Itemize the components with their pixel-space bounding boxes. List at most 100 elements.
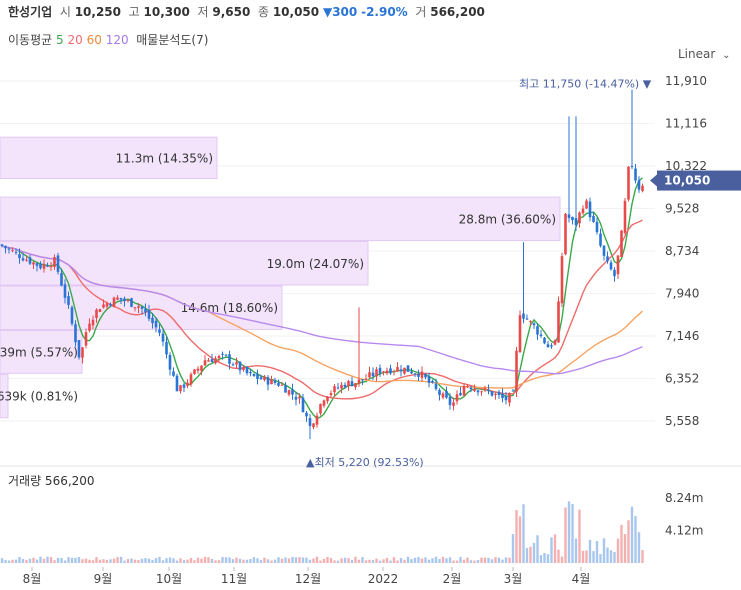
- candle-body: [137, 306, 140, 308]
- volume-bar: [441, 556, 445, 563]
- open-value: 10,250: [74, 5, 121, 19]
- candle-body: [67, 296, 70, 305]
- candle-body: [301, 397, 305, 413]
- candle-body: [396, 367, 399, 372]
- high-label: 고: [128, 5, 140, 19]
- candle-body: [371, 372, 375, 377]
- volume-bar: [606, 547, 609, 563]
- candle-body: [84, 332, 88, 346]
- moving-average-legend[interactable]: 이동평균 5 20 60 120 매물분석도(7): [8, 31, 208, 48]
- volume-bar: [105, 559, 109, 563]
- candle-body: [357, 379, 361, 384]
- candle-body: [634, 168, 637, 181]
- candle-body: [280, 384, 284, 386]
- volume-bar: [270, 560, 273, 563]
- candle-body: [14, 251, 18, 253]
- candle-body: [298, 396, 301, 399]
- volume-bar: [396, 560, 399, 563]
- volume-bar: [501, 559, 504, 563]
- x-tick-label: 8월: [23, 572, 42, 586]
- volume-profile-label[interactable]: 매물분석도(7): [136, 33, 209, 47]
- candle-body: [175, 375, 179, 392]
- volume-bar: [322, 558, 326, 563]
- volume-bar: [532, 542, 536, 563]
- candle-body: [0, 244, 4, 246]
- candle-body: [221, 353, 224, 355]
- candle-body: [627, 166, 630, 200]
- candle-body: [557, 301, 560, 343]
- ma20-label[interactable]: 20: [67, 33, 83, 47]
- volume-bar: [613, 552, 616, 563]
- ma5-label[interactable]: 5: [56, 33, 64, 47]
- candle-body: [497, 391, 501, 395]
- candle-body: [420, 371, 424, 378]
- candle-body: [70, 307, 74, 324]
- volume-bar: [319, 560, 322, 563]
- candle-body: [287, 390, 291, 395]
- volume-bar: [637, 532, 641, 563]
- volume-bar: [473, 560, 476, 563]
- volume-bar: [98, 559, 102, 563]
- candle-body: [291, 389, 294, 395]
- candle-body: [161, 333, 165, 342]
- candle-body: [165, 341, 168, 355]
- candle-body: [620, 230, 623, 257]
- volume-bar: [410, 559, 413, 563]
- candle-body: [441, 393, 445, 398]
- volume-bar: [550, 537, 553, 563]
- volume-bar: [504, 557, 508, 563]
- volume-bar: [630, 506, 634, 563]
- candle-body: [515, 350, 518, 392]
- candle-body: [336, 387, 340, 389]
- y-tick-label: 5,558: [665, 414, 699, 428]
- ma120-label[interactable]: 120: [105, 33, 129, 47]
- y-tick-label: 7,146: [665, 329, 699, 343]
- volume-bar: [182, 560, 186, 563]
- volume-bar: [616, 538, 620, 563]
- candle-body: [560, 256, 564, 304]
- scale-label: Linear: [678, 47, 716, 61]
- open-label: 시: [59, 5, 71, 19]
- volume-bar: [459, 556, 462, 563]
- volume-bar: [634, 516, 637, 563]
- volume-bar: [399, 558, 403, 563]
- ma60-label[interactable]: 60: [86, 33, 102, 47]
- candle-body: [599, 233, 602, 246]
- volume-bar: [126, 558, 130, 563]
- volume-bar: [487, 557, 490, 563]
- volume-bar: [284, 557, 287, 563]
- stock-name: 한성기업: [8, 5, 53, 19]
- volume-bar: [263, 557, 266, 563]
- volume-bar: [123, 560, 126, 563]
- candle-body: [525, 318, 529, 320]
- volume-bar: [77, 557, 81, 563]
- volume-profile-bar: [0, 196, 561, 242]
- candle-body: [284, 384, 287, 393]
- candle-body: [487, 389, 490, 392]
- y-tick-label: 6,352: [665, 372, 699, 386]
- candle-body: [172, 371, 175, 376]
- volume-profile-bar: [0, 136, 218, 179]
- candle-body: [196, 368, 200, 371]
- candle-body: [473, 388, 476, 392]
- volume-bar: [315, 556, 319, 563]
- volume-bar: [175, 560, 179, 563]
- candle-body: [518, 315, 522, 353]
- volume-bar: [91, 560, 95, 563]
- volume-bar: [452, 560, 455, 563]
- volume-value: 566,200: [430, 5, 485, 19]
- candle-body: [399, 369, 403, 372]
- candle-body: [588, 201, 592, 218]
- candle-body: [574, 218, 578, 226]
- candle-body: [105, 303, 109, 307]
- candle-body: [571, 217, 574, 221]
- volume-bar: [4, 560, 7, 563]
- volume-bar: [438, 558, 441, 563]
- candle-body: [214, 358, 217, 364]
- volume-bar: [221, 557, 224, 563]
- volume-bar: [627, 520, 630, 563]
- scale-toggle-button[interactable]: Linear ⌄: [678, 47, 731, 61]
- candle-body: [140, 306, 144, 309]
- volume-bar: [207, 557, 210, 563]
